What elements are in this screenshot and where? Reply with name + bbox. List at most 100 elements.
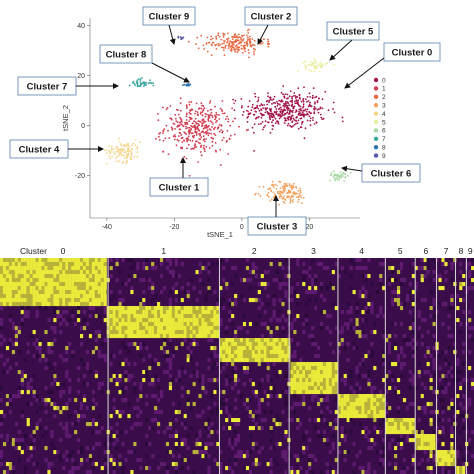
heatmap-cell bbox=[399, 278, 404, 283]
heatmap-cell bbox=[325, 390, 330, 395]
heatmap-cell bbox=[364, 414, 368, 419]
heatmap-cell bbox=[139, 342, 143, 347]
heatmap-cell bbox=[5, 278, 10, 283]
heatmap-cell bbox=[38, 290, 42, 295]
heatmap-cell bbox=[154, 410, 158, 415]
heatmap-cell bbox=[225, 410, 229, 415]
heatmap-cell bbox=[29, 298, 33, 303]
heatmap-cell bbox=[429, 434, 433, 439]
heatmap-cell bbox=[62, 262, 66, 267]
heatmap-cell bbox=[278, 282, 282, 287]
heatmap-cell bbox=[290, 418, 294, 423]
heatmap-cell bbox=[328, 466, 332, 471]
point-cluster-4 bbox=[132, 142, 135, 145]
point-cluster-2 bbox=[251, 44, 254, 46]
point-cluster-0 bbox=[297, 119, 300, 122]
heatmap-cell bbox=[331, 434, 335, 439]
point-cluster-4 bbox=[115, 160, 118, 163]
heatmap-cell bbox=[77, 274, 81, 279]
heatmap-cell bbox=[379, 310, 383, 315]
heatmap-cell bbox=[391, 430, 395, 435]
heatmap-cell bbox=[399, 306, 404, 311]
heatmap-cell bbox=[426, 458, 430, 463]
heatmap-cell bbox=[94, 302, 98, 307]
heatmap-cell bbox=[11, 394, 16, 399]
heatmap-cell bbox=[411, 298, 415, 303]
heatmap-cell bbox=[284, 450, 288, 455]
heatmap-cell bbox=[26, 258, 30, 263]
point-cluster-0 bbox=[245, 109, 248, 112]
heatmap-cell bbox=[180, 322, 184, 327]
heatmap-cell bbox=[71, 278, 75, 283]
heatmap-cell bbox=[100, 426, 104, 431]
point-cluster-0 bbox=[266, 110, 269, 113]
heatmap-cell bbox=[186, 326, 190, 331]
heatmap-cell bbox=[59, 330, 63, 335]
heatmap-cell bbox=[411, 338, 415, 343]
heatmap-cell bbox=[20, 278, 24, 283]
heatmap-cell bbox=[228, 342, 232, 347]
heatmap-cell bbox=[411, 402, 415, 407]
heatmap-cell bbox=[192, 306, 196, 311]
heatmap-cell bbox=[314, 390, 318, 395]
heatmap-cell bbox=[346, 406, 350, 411]
heatmap-cell bbox=[71, 282, 75, 287]
point-cluster-0 bbox=[291, 121, 294, 123]
heatmap-cell bbox=[251, 338, 255, 343]
point-cluster-2 bbox=[210, 43, 213, 46]
point-cluster-1 bbox=[185, 104, 188, 106]
heatmap-cell bbox=[139, 346, 143, 351]
heatmap-cell bbox=[151, 454, 155, 459]
heatmap-cell bbox=[245, 466, 250, 471]
heatmap-cell bbox=[325, 382, 330, 387]
heatmap-cell bbox=[420, 434, 424, 439]
heatmap-cell bbox=[281, 454, 285, 459]
heatmap-cell bbox=[38, 306, 42, 311]
point-cluster-0 bbox=[274, 117, 277, 120]
point-cluster-6 bbox=[338, 176, 341, 178]
heatmap-cell bbox=[263, 390, 267, 395]
heatmap-cell bbox=[382, 446, 386, 451]
heatmap-cell bbox=[26, 298, 30, 303]
point-cluster-4 bbox=[111, 145, 113, 148]
heatmap-cell bbox=[180, 442, 184, 447]
heatmap-cell bbox=[429, 378, 433, 383]
heatmap-cell bbox=[174, 258, 178, 263]
heatmap-cell bbox=[91, 350, 95, 355]
heatmap-cell bbox=[316, 362, 321, 367]
heatmap-cell bbox=[210, 442, 214, 447]
heatmap-cell bbox=[2, 266, 7, 271]
point-cluster-4 bbox=[118, 141, 121, 143]
heatmap-cell bbox=[127, 318, 131, 323]
heatmap-cell bbox=[391, 378, 395, 383]
heatmap-cell bbox=[402, 458, 407, 463]
heatmap-cell bbox=[376, 402, 380, 407]
heatmap-cell bbox=[305, 390, 309, 395]
heatmap-cell bbox=[399, 446, 404, 451]
heatmap-cell bbox=[346, 398, 350, 403]
heatmap-cell bbox=[5, 402, 10, 407]
heatmap-cell bbox=[44, 290, 48, 295]
callout-arrow bbox=[151, 62, 190, 83]
heatmap-cell bbox=[82, 270, 87, 275]
heatmap-cell bbox=[242, 402, 247, 407]
heatmap-cell bbox=[456, 450, 460, 455]
point-cluster-3 bbox=[259, 195, 262, 197]
heatmap-cell bbox=[456, 318, 460, 323]
point-cluster-3 bbox=[288, 189, 291, 192]
heatmap-cell bbox=[325, 378, 330, 383]
heatmap-cell bbox=[429, 450, 433, 455]
heatmap-cell bbox=[328, 378, 332, 383]
heatmap-cell bbox=[308, 466, 312, 471]
heatmap-cell bbox=[115, 262, 119, 267]
point-cluster-3 bbox=[272, 191, 275, 194]
heatmap-cell bbox=[186, 334, 190, 339]
heatmap-cell bbox=[367, 378, 371, 383]
point-cluster-0 bbox=[248, 100, 251, 102]
heatmap-cell bbox=[79, 278, 84, 283]
heatmap-cell bbox=[59, 290, 63, 295]
heatmap-cell bbox=[417, 442, 421, 447]
heatmap-cell bbox=[361, 318, 365, 323]
heatmap-cell bbox=[408, 378, 412, 383]
callout-label: Cluster 7 bbox=[27, 81, 68, 92]
